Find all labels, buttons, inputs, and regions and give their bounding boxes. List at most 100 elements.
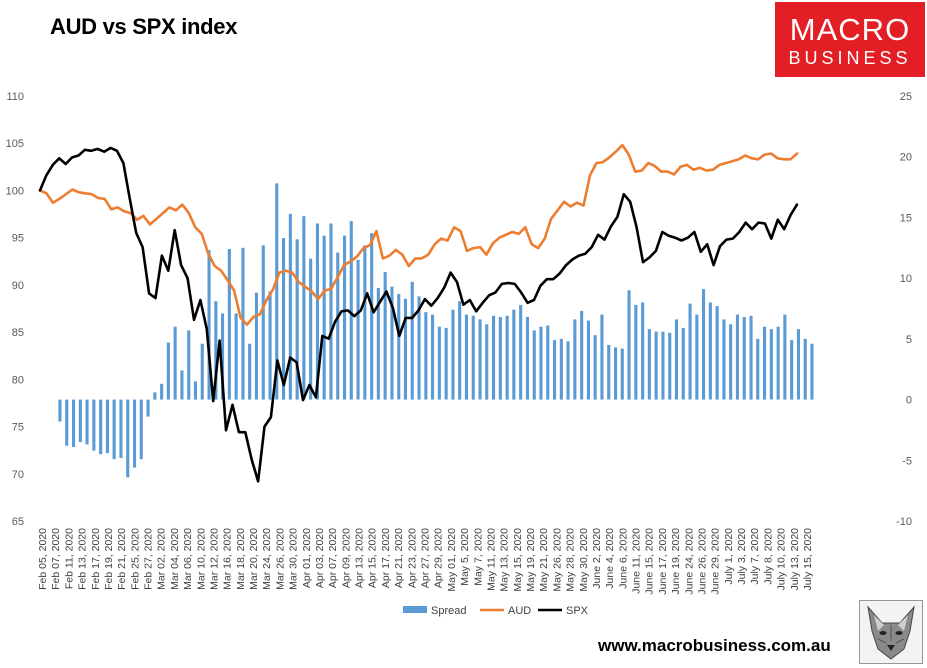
spread-bar: [708, 302, 712, 400]
spread-bar: [410, 281, 414, 400]
y-left-tick-label: 80: [12, 374, 24, 386]
x-tick-label: May 15, 2020: [512, 528, 524, 592]
legend-spx-label: SPX: [566, 605, 589, 617]
spread-bar: [282, 238, 286, 400]
spread-bar: [187, 330, 191, 400]
spread-bar: [464, 314, 468, 400]
x-tick-label: Feb 13, 2020: [77, 528, 89, 590]
spread-bar: [478, 319, 482, 400]
spread-bar: [498, 317, 502, 400]
x-tick-label: Feb 07, 2020: [50, 528, 62, 590]
spread-bar: [370, 233, 374, 400]
spread-bar: [444, 327, 448, 400]
spread-bar: [288, 213, 292, 400]
x-tick-label: June 4, 2020: [604, 528, 616, 589]
spread-bar: [614, 347, 618, 400]
x-tick-label: Apr 03, 2020: [314, 528, 326, 588]
spread-bar: [349, 221, 353, 400]
spread-bar: [546, 325, 550, 400]
spread-bar: [180, 370, 184, 400]
spread-bar: [214, 301, 218, 400]
spread-bar: [119, 399, 123, 458]
spread-bar: [112, 399, 116, 460]
spread-bar: [160, 383, 164, 400]
spx-line: [38, 146, 799, 483]
x-tick-label: June 6, 2020: [617, 528, 629, 589]
x-tick-label: May 19, 2020: [525, 528, 537, 592]
x-tick-label: May 11, 2020: [485, 528, 497, 591]
spread-bar: [492, 315, 496, 400]
x-tick-label: June 15, 2020: [644, 528, 656, 595]
spread-bar: [756, 338, 760, 400]
x-tick-label: May 30, 2020: [578, 528, 590, 592]
spread-bar: [769, 329, 773, 400]
x-tick-label: Mar 20, 2020: [248, 528, 260, 590]
spread-bar: [261, 245, 265, 400]
x-tick-label: Mar 04, 2020: [169, 528, 181, 590]
y-left-tick-label: 110: [6, 91, 24, 103]
spread-bar: [133, 399, 137, 468]
y-left-tick-label: 70: [12, 469, 24, 481]
spread-bar: [92, 399, 96, 451]
x-tick-label: Apr 17, 2020: [380, 528, 392, 588]
spread-bar: [749, 315, 753, 400]
x-tick-label: June 17, 2020: [657, 528, 669, 595]
x-tick-label: Apr 09, 2020: [340, 528, 352, 588]
spread-bar: [471, 315, 475, 400]
spread-bar: [390, 286, 394, 400]
x-tick-label: Apr 27, 2020: [420, 528, 432, 588]
y-left-tick-label: 65: [12, 516, 24, 528]
spread-bar: [139, 399, 143, 460]
legend-spread-swatch: [403, 606, 427, 613]
spread-bar: [505, 315, 509, 400]
spread-bar: [363, 245, 367, 400]
spread-bar: [559, 338, 563, 400]
spread-bar: [193, 381, 197, 400]
spread-bar: [200, 343, 204, 400]
spread-bar: [99, 399, 103, 455]
y-right-tick-label: 25: [900, 91, 912, 103]
x-tick-label: Feb 19, 2020: [103, 528, 115, 590]
x-tick-label: May 21, 2020: [538, 528, 550, 592]
x-tick-label: Apr 13, 2020: [354, 528, 366, 588]
x-tick-label: July 7, 2020: [749, 528, 761, 585]
wolf-logo-icon: [859, 600, 923, 664]
spread-bar: [654, 331, 658, 400]
x-tick-label: July 13, 2020: [789, 528, 801, 591]
y-left-tick-label: 85: [12, 327, 24, 339]
x-tick-label: Mar 06, 2020: [182, 528, 194, 590]
y-right-tick-label: -10: [896, 516, 912, 528]
x-tick-label: Mar 18, 2020: [235, 528, 247, 590]
spread-bar: [647, 329, 651, 400]
spread-bar: [424, 312, 428, 400]
spread-bar: [437, 326, 441, 400]
spread-bar: [105, 399, 109, 453]
spread-bar: [641, 302, 645, 400]
spread-bar: [600, 314, 604, 400]
spread-bar: [126, 399, 130, 478]
x-tick-label: June 26, 2020: [697, 528, 709, 595]
spread-bar: [336, 252, 340, 400]
x-tick-label: June 2, 2020: [591, 528, 603, 589]
x-tick-label: Feb 17, 2020: [90, 528, 102, 590]
spread-bar: [221, 313, 225, 400]
spread-bar: [593, 335, 597, 400]
x-tick-label: Apr 15, 2020: [367, 528, 379, 588]
spread-bar: [397, 293, 401, 400]
x-tick-label: Mar 24, 2020: [261, 528, 273, 590]
x-tick-label: Apr 23, 2020: [406, 528, 418, 588]
spread-bar: [322, 235, 326, 400]
spread-bar: [248, 343, 252, 400]
spread-bar: [315, 223, 319, 400]
y-left-tick-label: 105: [6, 138, 24, 150]
x-tick-label: Mar 12, 2020: [209, 528, 221, 590]
x-tick-label: May 26, 2020: [551, 528, 563, 592]
legend-spread-label: Spread: [431, 605, 466, 617]
x-tick-label: June 19, 2020: [670, 528, 682, 595]
x-tick-label: Feb 11, 2020: [63, 528, 75, 589]
spread-bar: [458, 301, 462, 400]
x-tick-label: May 7, 2020: [472, 528, 484, 586]
y-right-tick-label: -5: [902, 455, 912, 467]
x-tick-label: Apr 07, 2020: [327, 528, 339, 588]
spread-bar: [383, 272, 387, 400]
